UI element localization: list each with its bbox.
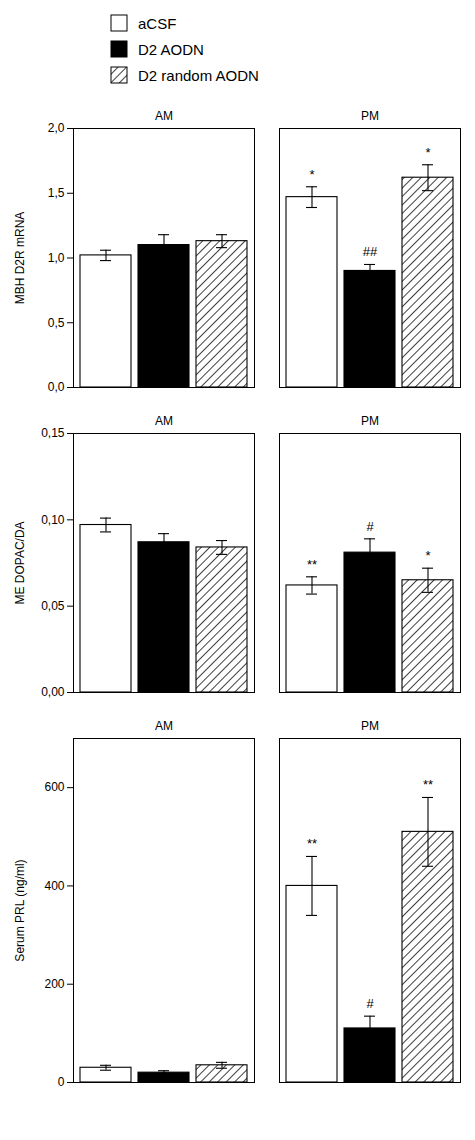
svg-text:0,05: 0,05 bbox=[41, 599, 65, 613]
html-text:aCSF: aCSF bbox=[138, 14, 177, 32]
svg-text:2,0: 2,0 bbox=[48, 121, 65, 135]
svg-text:AM: AM bbox=[155, 414, 173, 428]
svg-text:**: ** bbox=[307, 836, 317, 851]
svg-text:PM: PM bbox=[361, 414, 379, 428]
svg-text:*: * bbox=[309, 167, 314, 182]
svg-text:0,15: 0,15 bbox=[41, 426, 65, 440]
html-text:D2 random AODN: D2 random AODN bbox=[138, 66, 259, 84]
svg-text:0,0: 0,0 bbox=[48, 380, 65, 394]
svg-text:600: 600 bbox=[44, 780, 64, 794]
svg-text:AM: AM bbox=[155, 109, 173, 123]
svg-text:PM: PM bbox=[361, 719, 379, 733]
svg-text:0,00: 0,00 bbox=[41, 685, 65, 699]
svg-text:400: 400 bbox=[44, 879, 64, 893]
svg-text:*: * bbox=[425, 145, 430, 160]
svg-text:#: # bbox=[366, 519, 374, 534]
svg-text:0: 0 bbox=[58, 1075, 65, 1089]
svg-text:ME DOPAC/DA: ME DOPAC/DA bbox=[13, 521, 27, 604]
svg-text:1,5: 1,5 bbox=[48, 186, 65, 200]
svg-text:0,10: 0,10 bbox=[41, 513, 65, 527]
svg-text:**: ** bbox=[307, 557, 317, 572]
svg-text:##: ## bbox=[363, 244, 378, 259]
svg-text:0,5: 0,5 bbox=[48, 316, 65, 330]
svg-text:#: # bbox=[366, 996, 374, 1011]
svg-text:1,0: 1,0 bbox=[48, 251, 65, 265]
svg-text:**: ** bbox=[423, 777, 433, 792]
svg-text:PM: PM bbox=[361, 109, 379, 123]
html-text:D2 AODN: D2 AODN bbox=[138, 40, 204, 58]
svg-text:Serum PRL (ng/ml): Serum PRL (ng/ml) bbox=[13, 859, 27, 961]
svg-text:*: * bbox=[425, 548, 430, 563]
svg-text:AM: AM bbox=[155, 719, 173, 733]
svg-text:200: 200 bbox=[44, 977, 64, 991]
svg-text:MBH D2R mRNA: MBH D2R mRNA bbox=[13, 212, 27, 305]
